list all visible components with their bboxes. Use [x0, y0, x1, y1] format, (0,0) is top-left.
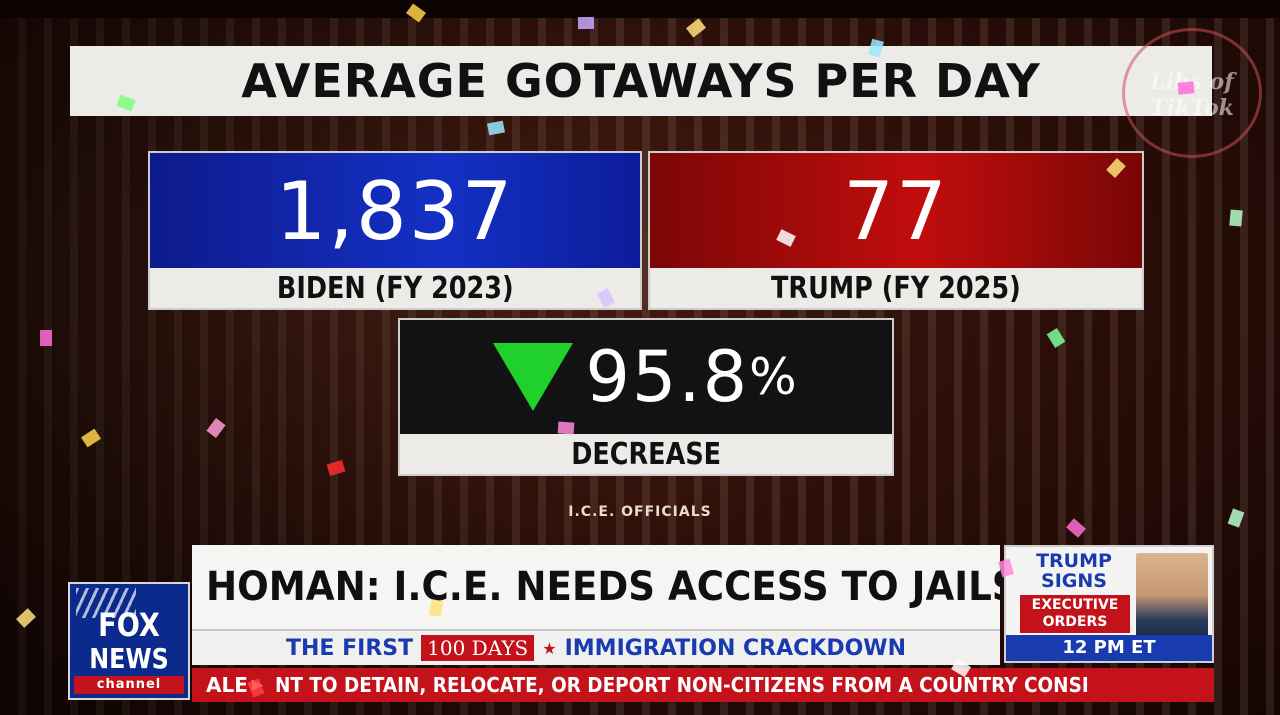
star-icon: ★	[542, 638, 557, 658]
news-ticker: ALE ▶ NT TO DETAIN, RELOCATE, OR DEPORT …	[192, 668, 1214, 702]
promo-title: TRUMP SIGNS	[1014, 551, 1134, 591]
searchlight-icon	[76, 588, 136, 618]
promo-box: TRUMP SIGNS EXECUTIVE ORDERS 12 PM ET	[1004, 545, 1214, 663]
trump-card: 77 TRUMP (FY 2025)	[648, 151, 1144, 310]
biden-label: BIDEN (FY 2023)	[276, 270, 514, 306]
biden-value: 1,837	[275, 164, 515, 258]
logo-fox: FOX	[98, 606, 160, 644]
biden-label-panel: BIDEN (FY 2023)	[150, 268, 640, 308]
confetti-piece	[40, 330, 52, 346]
logo-channel: channel	[74, 676, 184, 694]
decrease-card: 95.8 % DECREASE	[398, 318, 894, 476]
ticker-label: ALE	[206, 673, 248, 697]
graphic-title: AVERAGE GOTAWAYS PER DAY	[241, 54, 1041, 108]
promo-time: 12 PM ET	[1006, 635, 1212, 661]
decrease-label: DECREASE	[571, 436, 721, 472]
decrease-value: 95.8	[585, 336, 750, 418]
watermark-text: Libs of TikTok	[1125, 69, 1259, 121]
down-arrow-icon	[493, 343, 574, 411]
subheadline-bar: THE FIRST 100 DAYS ★ IMMIGRATION CRACKDO…	[192, 629, 1000, 665]
lower-third: HOMAN: I.C.E. NEEDS ACCESS TO JAILS THE …	[192, 545, 1019, 665]
decrease-label-panel: DECREASE	[400, 434, 892, 474]
subheadline-left: THE FIRST	[286, 635, 414, 661]
graphic-title-bar: AVERAGE GOTAWAYS PER DAY	[70, 46, 1212, 116]
confetti-piece	[1229, 209, 1243, 227]
headline-bar: HOMAN: I.C.E. NEEDS ACCESS TO JAILS	[192, 545, 1019, 629]
hundred-days-badge: 100 DAYS	[421, 635, 535, 661]
ticker-text: NT TO DETAIN, RELOCATE, OR DEPORT NON-CI…	[274, 673, 1089, 697]
promo-line1: TRUMP	[1036, 550, 1112, 572]
biden-card: 1,837 BIDEN (FY 2023)	[148, 151, 642, 310]
source-credit: I.C.E. OFFICIALS	[568, 504, 712, 520]
confetti-piece	[577, 16, 595, 30]
top-letterbox	[0, 0, 1280, 18]
trump-value-panel: 77	[650, 153, 1142, 269]
promo-photo	[1136, 553, 1208, 637]
promo-badge: EXECUTIVE ORDERS	[1020, 595, 1130, 633]
subheadline-right: IMMIGRATION CRACKDOWN	[564, 635, 906, 661]
promo-badge-line1: EXECUTIVE	[1031, 597, 1119, 613]
confetti-piece	[1177, 81, 1195, 95]
trump-label-panel: TRUMP (FY 2025)	[650, 268, 1142, 308]
biden-value-panel: 1,837	[150, 153, 640, 269]
confetti-piece	[557, 421, 575, 435]
logo-news: NEWS	[89, 642, 169, 675]
percent-sign: %	[749, 348, 799, 406]
watermark-line2: TikTok	[1150, 95, 1234, 121]
headline-text: HOMAN: I.C.E. NEEDS ACCESS TO JAILS	[206, 564, 1019, 610]
fox-news-logo: FOX NEWS channel	[68, 582, 190, 700]
promo-line2: SIGNS	[1041, 570, 1107, 592]
promo-badge-line2: ORDERS	[1042, 614, 1108, 630]
decrease-value-panel: 95.8 %	[400, 320, 892, 434]
trump-label: TRUMP (FY 2025)	[771, 270, 1021, 306]
trump-value: 77	[843, 164, 949, 258]
